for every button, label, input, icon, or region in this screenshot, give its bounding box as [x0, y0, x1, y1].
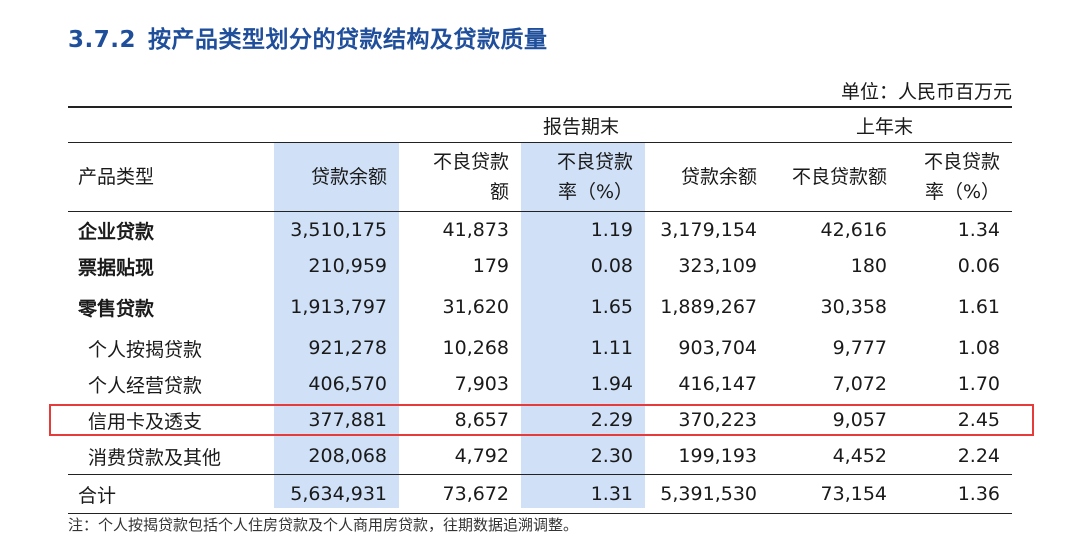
- table-cell: 1,913,797: [290, 296, 387, 318]
- table-cell: 323,109: [678, 255, 757, 277]
- col-product: 产品类型: [78, 166, 155, 188]
- table-cell: 31,620: [442, 296, 509, 318]
- table-row: 消费贷款及其他 208,068 4,792 2.30 199,193 4,452 2.24: [68, 438, 1012, 475]
- table-cell: 73,672: [442, 483, 509, 505]
- col-cur-ratio-line2: 率（%）: [557, 181, 633, 203]
- highlight-box-credit-card: [49, 404, 1034, 436]
- table-cell: 7,903: [454, 373, 509, 395]
- table-cell: 377,881: [308, 409, 387, 431]
- table-cell: 1.19: [590, 219, 633, 241]
- table-cell: 2.29: [590, 409, 633, 431]
- col-cur-npl-line1: 不良贷款: [432, 151, 509, 173]
- table-cell: 1.65: [590, 296, 633, 318]
- col-cur-npl-line2: 额: [489, 181, 509, 203]
- table-cell: 180: [850, 255, 887, 277]
- table-cell: 210,959: [308, 255, 387, 277]
- table-cell: 1,889,267: [660, 296, 757, 318]
- table-cell: 9,057: [832, 409, 887, 431]
- table-cell: 3,510,175: [290, 219, 387, 241]
- col-cur-ratio-line1: 不良贷款: [556, 151, 633, 173]
- row-label: 零售贷款: [78, 297, 155, 320]
- table-cell: 2.45: [957, 409, 1000, 431]
- table-row: 信用卡及透支 377,881 8,657 2.29 370,223 9,057 2.45: [68, 402, 1012, 438]
- table-cell: 1.36: [957, 483, 1000, 505]
- table-cell: 0.06: [957, 255, 1000, 277]
- table-cell: 2.30: [590, 445, 633, 467]
- section-title-text: 按产品类型划分的贷款结构及贷款质量: [148, 27, 548, 53]
- section-title: 3.7.2 按产品类型划分的贷款结构及贷款质量: [68, 20, 548, 54]
- group-current: 报告期末: [542, 115, 619, 138]
- total-row: 合计 5,634,931 73,672 1.31 5,391,530 73,154 1.36: [68, 474, 1012, 514]
- table-cell: 208,068: [308, 445, 387, 467]
- table-cell: 73,154: [820, 483, 887, 505]
- table-cell: 416,147: [678, 373, 757, 395]
- shade-cur-ratio: [521, 142, 645, 508]
- table-cell: 4,792: [454, 445, 509, 467]
- table-cell: 921,278: [308, 337, 387, 359]
- table-cell: 903,704: [678, 337, 757, 359]
- col-cur-balance: 贷款余额: [310, 166, 387, 188]
- table-cell: 179: [472, 255, 509, 277]
- row-label: 个人按揭贷款: [88, 338, 203, 361]
- table-cell: 9,777: [832, 337, 887, 359]
- row-label: 企业贷款: [78, 220, 155, 243]
- table-cell: 7,072: [832, 373, 887, 395]
- row-label: 消费贷款及其他: [88, 446, 222, 469]
- table-cell: 4,452: [832, 445, 887, 467]
- table-row: 零售贷款 1,913,797 31,620 1.65 1,889,267 30,358 1.…: [68, 284, 1012, 330]
- table-row: 个人经营贷款 406,570 7,903 1.94 416,147 7,072 1.70: [68, 366, 1012, 402]
- table-cell: 370,223: [678, 409, 757, 431]
- group-header-row: 报告期末 上年末: [68, 107, 1012, 143]
- table-cell: 30,358: [820, 296, 887, 318]
- unit-label: 单位：人民币百万元: [840, 81, 1012, 103]
- table-cell: 8,657: [454, 409, 509, 431]
- table-cell: 406,570: [308, 373, 387, 395]
- row-label: 信用卡及透支: [88, 410, 203, 433]
- col-prev-ratio: 不良贷款 率（%）: [899, 143, 1012, 212]
- row-label: 个人经营贷款: [88, 374, 203, 397]
- table-cell: 3,179,154: [660, 219, 757, 241]
- table-cell: 0.08: [590, 255, 633, 277]
- row-label: 票据贴现: [78, 256, 155, 279]
- table-cell: 42,616: [820, 219, 887, 241]
- footnote: 注：个人按揭贷款包括个人住房贷款及个人商用房贷款，往期数据追溯调整。: [68, 516, 579, 534]
- table-row: 个人按揭贷款 921,278 10,268 1.11 903,704 9,777 1.08: [68, 330, 1012, 366]
- col-prev-ratio-line1: 不良贷款: [923, 151, 1000, 173]
- table-row: 票据贴现 210,959 179 0.08 323,109 180 0.06: [68, 248, 1012, 284]
- table-row: 企业贷款 3,510,175 41,873 1.19 3,179,154 42,616 1.…: [68, 212, 1012, 249]
- shade-cur-balance: [274, 142, 399, 508]
- table-cell: 5,391,530: [660, 483, 757, 505]
- table-cell: 1.08: [957, 337, 1000, 359]
- section-number: 3.7.2: [68, 27, 136, 53]
- table-cell: 1.94: [590, 373, 633, 395]
- table-cell: 1.34: [957, 219, 1000, 241]
- row-label: 合计: [78, 484, 117, 507]
- table-cell: 1.61: [957, 296, 1000, 318]
- table-cell: 1.11: [590, 337, 633, 359]
- table-cell: 2.24: [957, 445, 1000, 467]
- col-prev-balance: 贷款余额: [680, 166, 757, 188]
- table-cell: 199,193: [678, 445, 757, 467]
- column-header-row: 产品类型 贷款余额 不良贷款 额 不良贷款 率（%） 贷款余额 不良贷款额 不良…: [68, 143, 1012, 212]
- col-cur-npl: 不良贷款 额: [399, 143, 521, 212]
- col-prev-npl: 不良贷款额: [791, 166, 887, 188]
- loan-structure-table: 报告期末 上年末 产品类型 贷款余额 不良贷款 额 不良贷款 率（%） 贷款余额…: [68, 106, 1012, 514]
- col-prev-ratio-line2: 率（%）: [924, 181, 1000, 203]
- table-cell: 1.31: [590, 483, 633, 505]
- table-cell: 10,268: [442, 337, 509, 359]
- group-previous: 上年末: [855, 115, 913, 138]
- table-cell: 1.70: [957, 373, 1000, 395]
- table-cell: 41,873: [442, 219, 509, 241]
- col-cur-ratio: 不良贷款 率（%）: [521, 143, 645, 212]
- table-cell: 5,634,931: [290, 483, 387, 505]
